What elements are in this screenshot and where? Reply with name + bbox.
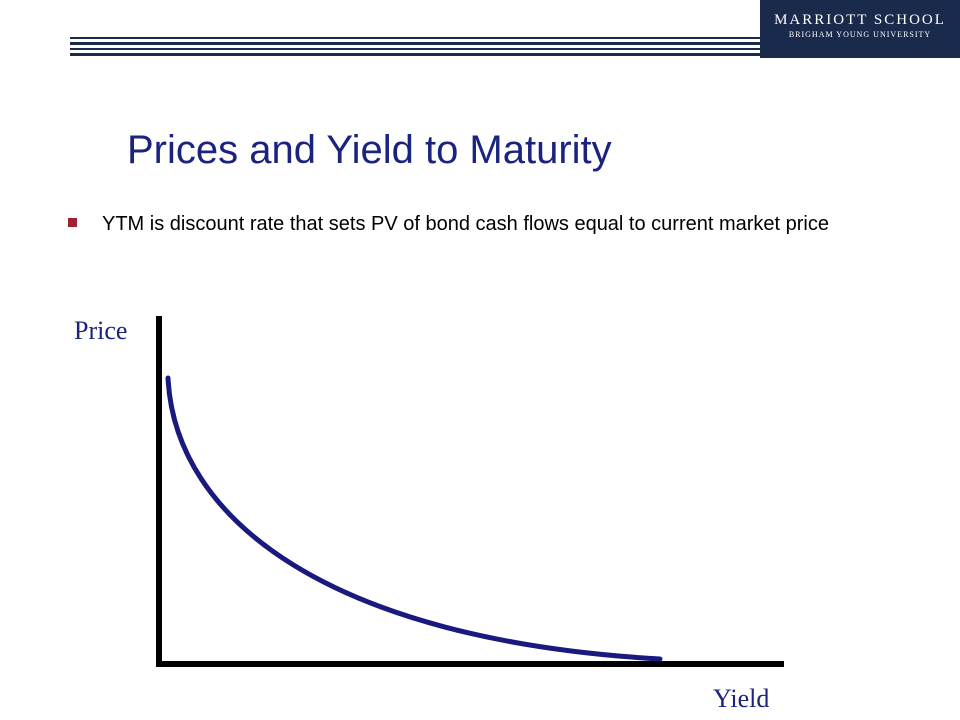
bullet-text: YTM is discount rate that sets PV of bon…: [102, 213, 830, 235]
price-yield-curve: [165, 375, 663, 662]
logo-line2: BRIGHAM YOUNG UNIVERSITY: [788, 30, 932, 39]
header-rules: [70, 37, 762, 56]
slide-title: Prices and Yield to Maturity: [127, 128, 612, 172]
y-axis-label: Price: [74, 316, 127, 345]
square-bullet-icon: [68, 218, 77, 227]
logo-line1: MARRIOTT SCHOOL: [774, 12, 946, 28]
x-axis-label: Yield: [713, 684, 769, 713]
marriott-school-logo: MARRIOTT SCHOOL BRIGHAM YOUNG UNIVERSITY: [760, 0, 960, 58]
